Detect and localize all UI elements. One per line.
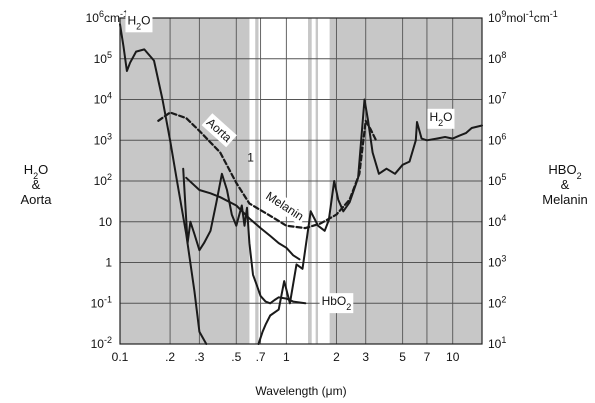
annotation-h2o: H2O xyxy=(429,110,452,128)
x-tick-label: 3 xyxy=(362,350,369,364)
left-y-tick-label: 103 xyxy=(94,131,112,147)
right-axis-label: HBO2 xyxy=(548,162,581,181)
left-axis-label: Aorta xyxy=(20,192,52,207)
series-line-hbo2 xyxy=(182,167,307,305)
annotation-background xyxy=(427,108,455,129)
annotation-background xyxy=(201,113,237,148)
x-axis-label: Wavelength (μm) xyxy=(255,384,346,398)
right-y-tick-label: 107 xyxy=(488,91,506,107)
plot-frame xyxy=(119,17,483,345)
x-tick-label: .7 xyxy=(256,350,266,364)
series-line-melanin xyxy=(185,176,301,261)
right-y-tick-label: 105 xyxy=(488,172,506,188)
left-y-tick-label: 102 xyxy=(94,172,112,188)
x-tick-label: 7 xyxy=(424,350,431,364)
annotation-background xyxy=(319,293,354,314)
annotation-background xyxy=(261,186,309,226)
right-y-tick-label: 104 xyxy=(488,213,506,229)
x-tick-label: 5 xyxy=(399,350,406,364)
left-y-tick-label: 105 xyxy=(94,50,112,66)
right-axis-label: & xyxy=(561,177,570,192)
annotation-hbo2: HbO2 xyxy=(322,294,352,312)
left-axis-label: H2O xyxy=(24,162,49,181)
x-tick-label: 1 xyxy=(283,350,290,364)
left-y-tick-label: 1 xyxy=(105,256,112,270)
series-line-aorta xyxy=(157,111,378,230)
x-tick-label: 2 xyxy=(333,350,340,364)
series-line-h2o xyxy=(257,98,483,345)
left-y-tick-label: 10-2 xyxy=(91,335,112,351)
x-tick-label: .5 xyxy=(231,350,241,364)
left-axis-label: & xyxy=(32,177,41,192)
x-tick-label: .2 xyxy=(165,350,175,364)
left-y-tick-label: 10 xyxy=(99,215,113,229)
x-tick-label: 0.1 xyxy=(112,350,129,364)
left-y-tick-label: 104 xyxy=(94,91,112,107)
x-tick-label: .3 xyxy=(194,350,204,364)
annotation-h2o: H2O xyxy=(127,13,150,31)
annotation-background xyxy=(125,12,153,33)
annotation-1: 1 xyxy=(247,151,254,165)
series-line-h2o xyxy=(119,23,208,345)
right-y-tick-label: 103 xyxy=(488,254,506,270)
left-y-tick-label: 10-1 xyxy=(91,294,112,310)
right-y-tick-label: 109mol-1cm-1 xyxy=(488,9,558,25)
x-tick-label: 10 xyxy=(446,350,460,364)
right-y-tick-label: 102 xyxy=(488,294,506,310)
right-y-tick-label: 101 xyxy=(488,335,506,351)
right-y-tick-label: 106 xyxy=(488,131,506,147)
left-y-tick-label: 106cm-1 xyxy=(86,9,128,25)
right-axis-label: Melanin xyxy=(542,192,588,207)
right-y-tick-label: 108 xyxy=(488,50,506,66)
